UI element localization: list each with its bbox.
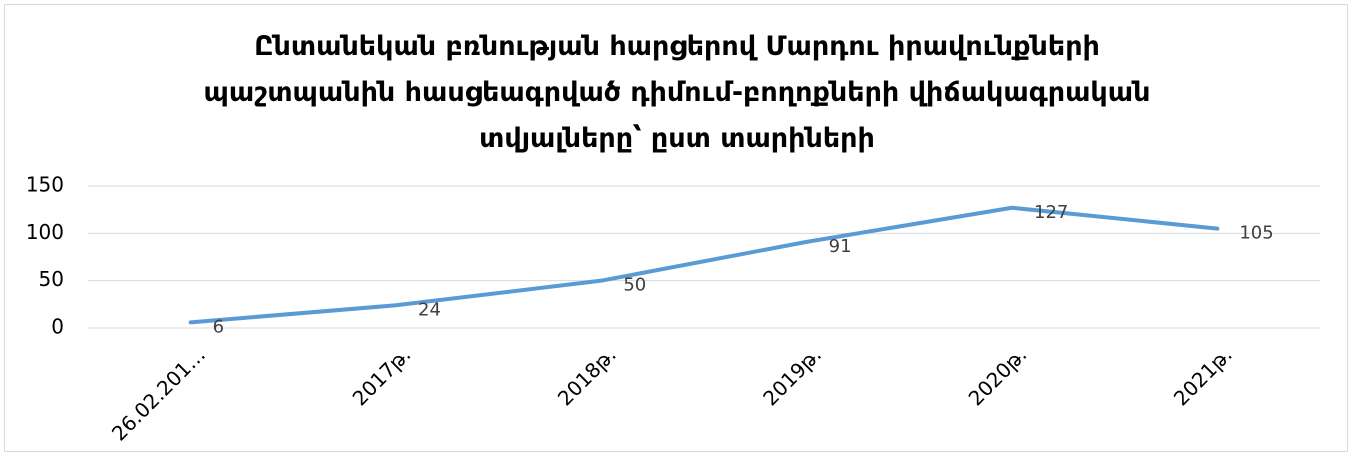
x-tick-label: 26.02.201…: [107, 342, 210, 445]
x-tick-label: 2019թ.: [758, 342, 826, 410]
x-tick-label: 2018թ.: [553, 342, 621, 410]
data-label: 105: [1239, 223, 1273, 244]
data-label: 91: [829, 236, 852, 257]
x-tick-label: 2017թ.: [348, 342, 416, 410]
line-series: [188, 205, 1220, 325]
data-label: 6: [213, 316, 224, 337]
x-tick-label: 2021թ.: [1169, 342, 1237, 410]
chart-border: [4, 4, 1348, 452]
y-tick-label: 0: [51, 315, 64, 339]
data-label: 50: [623, 275, 646, 296]
chart-title: Ընտանեկան բռնության հարցերով Մարդու իրավ…: [203, 31, 1151, 154]
y-tick-label: 50: [39, 267, 64, 291]
data-label: 127: [1034, 202, 1068, 223]
y-tick-label: 100: [26, 220, 64, 244]
y-tick-label: 150: [26, 173, 64, 197]
data-label: 24: [418, 299, 441, 320]
x-tick-label: 2020թ.: [964, 342, 1032, 410]
